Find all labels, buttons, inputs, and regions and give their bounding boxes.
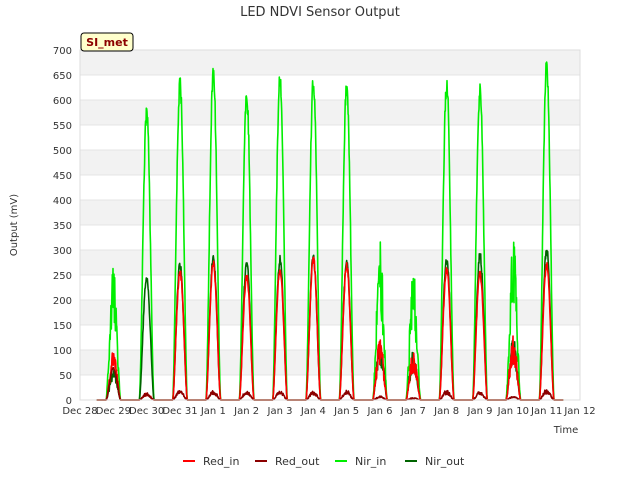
chart-title: LED NDVI Sensor Output — [240, 5, 400, 20]
y-axis-label: Output (mV) — [9, 194, 20, 256]
plot-band — [80, 275, 580, 300]
site-tag-box — [80, 32, 134, 52]
legend-item: Red_out — [255, 455, 320, 468]
plot-band — [80, 175, 580, 200]
x-axis-label: Time — [553, 425, 578, 436]
x-tick-label: Jan 11 — [530, 406, 562, 417]
x-tick-label: Dec 29 — [96, 406, 131, 417]
y-tick-label: 350 — [53, 221, 72, 232]
plot-background — [80, 50, 580, 400]
y-tick-label: 50 — [59, 371, 72, 382]
x-tick-label: Jan 10 — [497, 406, 529, 417]
y-tick-label: 200 — [53, 296, 72, 307]
plot-band — [80, 200, 580, 225]
plot-band — [80, 100, 580, 125]
plot-band — [80, 325, 580, 350]
x-tick-label: Dec 30 — [129, 406, 164, 417]
y-tick-label: 300 — [53, 246, 72, 257]
site-tag: SI_met — [80, 32, 134, 52]
plot-band — [80, 250, 580, 275]
y-tick-label: 650 — [53, 71, 72, 82]
x-tick-label: Jan 9 — [467, 406, 493, 417]
legend-item: Red_in — [183, 455, 239, 468]
legend-label: Red_in — [203, 455, 239, 468]
y-tick-label: 550 — [53, 121, 72, 132]
legend: Red_in Red_out Nir_in Nir_out — [183, 455, 465, 468]
site-tag-text: SI_met — [86, 36, 128, 49]
x-tick-label: Jan 2 — [233, 406, 259, 417]
y-tick-label: 500 — [53, 146, 72, 157]
x-tick-label: Jan 6 — [367, 406, 393, 417]
y-axis-ticks: 0 50 100 150 200 250 300 350 400 450 500 550 600 650 7… — [53, 46, 72, 407]
plot-band — [80, 75, 580, 100]
x-tick-label: Jan 4 — [300, 406, 326, 417]
plot-frame — [79, 49, 581, 401]
y-tick-label: 700 — [53, 46, 72, 57]
x-tick-label: Jan 5 — [333, 406, 359, 417]
plot-band — [80, 300, 580, 325]
legend-item: Nir_out — [405, 455, 465, 468]
plot-band — [80, 150, 580, 175]
y-tick-label: 600 — [53, 96, 72, 107]
x-tick-label: Jan 7 — [400, 406, 426, 417]
legend-label: Nir_out — [425, 455, 465, 468]
y-tick-label: 150 — [53, 321, 72, 332]
y-tick-label: 100 — [53, 346, 72, 357]
legend-item: Nir_in — [335, 455, 386, 468]
plot-band — [80, 125, 580, 150]
y-tick-label: 450 — [53, 171, 72, 182]
x-tick-label: Jan 8 — [433, 406, 459, 417]
x-tick-label: Jan 3 — [267, 406, 293, 417]
y-tick-label: 250 — [53, 271, 72, 282]
legend-label: Red_out — [275, 455, 320, 468]
x-tick-label: Dec 31 — [162, 406, 197, 417]
legend-label: Nir_in — [355, 455, 386, 468]
plot-band — [80, 50, 580, 75]
plot-band — [80, 350, 580, 375]
x-tick-label: Dec 28 — [62, 406, 97, 417]
plot-band — [80, 375, 580, 400]
y-tick-label: 400 — [53, 196, 72, 207]
x-tick-label: Jan 12 — [563, 406, 595, 417]
plot-band — [80, 225, 580, 250]
x-tick-label: Jan 1 — [200, 406, 226, 417]
y-tick-label: 0 — [66, 396, 72, 407]
